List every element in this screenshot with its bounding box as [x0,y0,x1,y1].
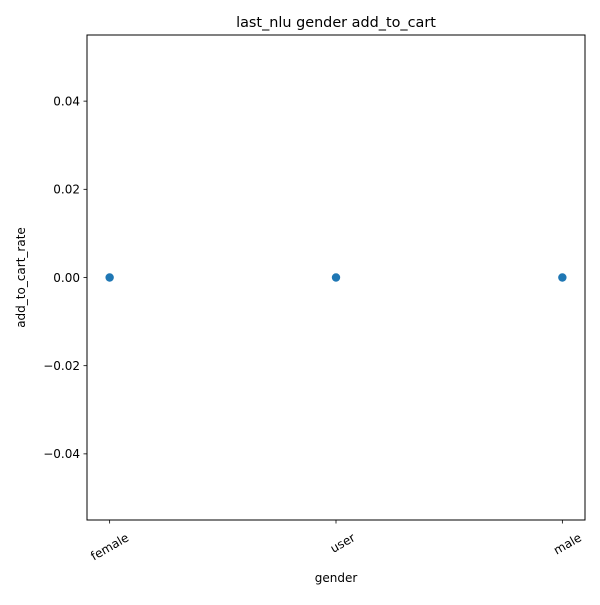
y-tick-label: 0.02 [53,183,80,197]
x-axis-label: gender [315,571,358,585]
y-tick-label: −0.02 [43,359,80,373]
y-tick-label: 0.04 [53,94,80,108]
data-point [105,273,113,281]
data-point [558,273,566,281]
chart-title: last_nlu gender add_to_cart [236,15,436,31]
y-tick-label: 0.00 [53,271,80,285]
y-tick-label: −0.04 [43,447,80,461]
data-point [332,273,340,281]
y-axis-label: add_to_cart_rate [14,227,28,328]
